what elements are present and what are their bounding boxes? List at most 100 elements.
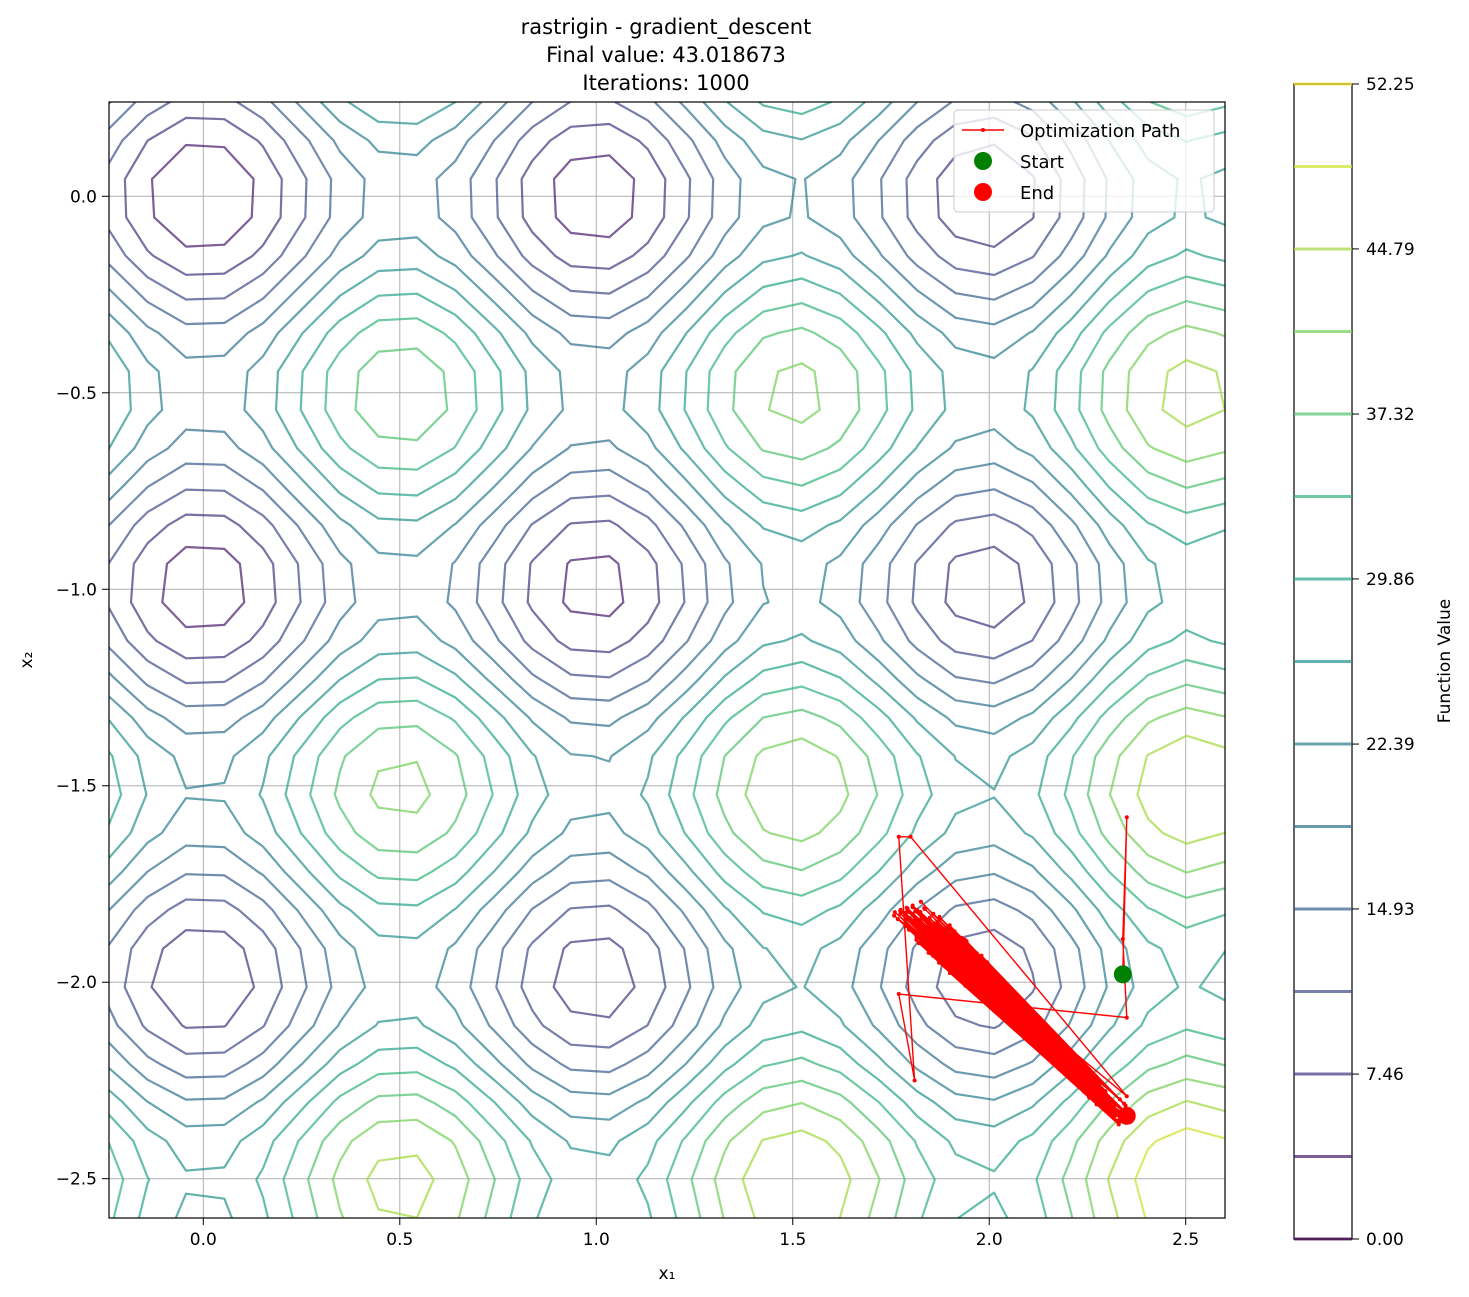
optimization-path (892, 815, 1130, 1127)
path-point (929, 941, 934, 946)
contour-level (150, 143, 636, 629)
path-point (905, 908, 910, 913)
path-point (1100, 1104, 1105, 1109)
colorbar-tick-label: 14.93 (1366, 900, 1415, 920)
contour-level (123, 116, 1036, 1029)
path-point (910, 905, 915, 910)
contour-level (109, 102, 1086, 1079)
path-point (1087, 1078, 1092, 1082)
path-point (1072, 1061, 1077, 1066)
path-point (1083, 1084, 1088, 1089)
path-point (1082, 1089, 1086, 1094)
path-point (919, 916, 924, 921)
path-point (968, 971, 973, 976)
path-point (1109, 1100, 1114, 1105)
colorbar-label: Function Value (1435, 599, 1455, 723)
path-point (1098, 1079, 1103, 1084)
y-tick-label: 0.0 (70, 187, 97, 207)
path-point (952, 940, 957, 945)
path-point (1095, 1094, 1100, 1099)
path-point (1124, 1094, 1129, 1099)
y-axis-label: x₂ (17, 652, 37, 669)
path-point (946, 939, 950, 944)
path-point (912, 914, 917, 919)
path-point (1077, 1085, 1082, 1090)
path-point (908, 834, 913, 839)
path-point (922, 933, 927, 938)
y-tick-label: −2.0 (56, 973, 97, 993)
path-point (952, 955, 956, 960)
path-point (963, 948, 968, 952)
path-point (895, 917, 900, 922)
path-line (893, 817, 1129, 1126)
colorbar-tick-label: 7.46 (1366, 1065, 1404, 1085)
path-point (933, 921, 938, 926)
y-tick-label: −0.5 (56, 384, 97, 404)
path-point (1094, 1102, 1099, 1107)
path-point (1070, 1076, 1075, 1081)
path-point (892, 913, 897, 918)
path-point (1091, 1084, 1096, 1089)
end-marker (1117, 1106, 1136, 1125)
path-point (1098, 1096, 1103, 1101)
legend-end-swatch (974, 183, 992, 201)
path-point (984, 963, 989, 968)
legend-label-path: Optimization Path (1020, 121, 1180, 142)
path-point (904, 917, 908, 922)
path-point (952, 929, 957, 934)
path-point (964, 939, 969, 944)
x-axis-label: x₁ (659, 1264, 676, 1284)
path-point (968, 954, 973, 959)
path-point (944, 944, 949, 949)
contour-level (109, 102, 1135, 1128)
path-point (952, 964, 957, 969)
path-point (926, 944, 931, 949)
path-point (1088, 1074, 1093, 1079)
path-point (1115, 1118, 1120, 1123)
path-point (898, 911, 903, 916)
path-point (1124, 1015, 1129, 1020)
path-point (913, 909, 918, 914)
path-point (985, 960, 989, 965)
path-point (922, 907, 927, 911)
path-point (944, 926, 949, 930)
path-point (1112, 1103, 1117, 1108)
path-point (1102, 1094, 1107, 1099)
path-point (918, 910, 923, 914)
path-point (948, 966, 953, 970)
path-point (912, 918, 917, 923)
path-point (960, 950, 965, 955)
path-point (937, 914, 942, 919)
x-tick-label: 2.0 (976, 1230, 1003, 1250)
path-point (933, 926, 938, 931)
path-point (973, 979, 978, 984)
path-point (940, 947, 945, 952)
axes-frame (108, 101, 1226, 1219)
colorbar-tick-label: 22.39 (1366, 735, 1415, 755)
path-point (1066, 1069, 1071, 1074)
path-point (915, 924, 920, 929)
contour-level (366, 359, 1225, 1218)
path-point (964, 979, 969, 984)
path-point (924, 938, 929, 942)
path-point (912, 1078, 917, 1083)
path-point (979, 965, 984, 970)
path-point (958, 935, 963, 940)
legend-label-start: Start (1020, 152, 1064, 173)
contour-level (109, 102, 1225, 1218)
legend-path-swatch-marker (981, 128, 985, 132)
contour-level (109, 102, 1062, 1055)
path-point (1087, 1092, 1092, 1097)
path-point (927, 915, 932, 920)
x-tick-label: 0.5 (386, 1230, 413, 1250)
path-point (1112, 1109, 1117, 1114)
path-point (926, 950, 931, 955)
path-point (1084, 1078, 1089, 1083)
title-line-3: Iterations: 1000 (582, 71, 749, 95)
path-point (953, 949, 958, 954)
path-point (931, 911, 936, 916)
path-point (1092, 1098, 1097, 1103)
title-line-1: rastrigin - gradient_descent (521, 15, 812, 40)
path-point (1095, 1090, 1100, 1095)
path-point (1076, 1066, 1081, 1071)
